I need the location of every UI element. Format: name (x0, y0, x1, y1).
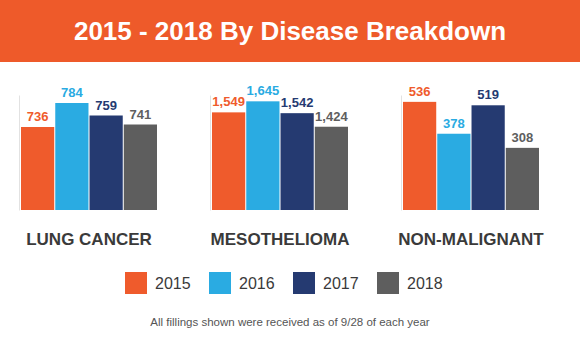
data-label: 1,549 (212, 94, 245, 109)
bar (315, 127, 348, 210)
data-label: 1,542 (281, 95, 314, 110)
chart-title: 2015 - 2018 By Disease Breakdown (74, 16, 506, 46)
data-label: 736 (27, 109, 49, 124)
bar (403, 102, 436, 210)
bar (246, 101, 279, 210)
bars (403, 102, 539, 210)
bar (281, 113, 314, 210)
legend-item: 2017 (293, 272, 359, 294)
data-label: 1,424 (315, 109, 348, 124)
legend-label: 2018 (407, 275, 443, 292)
legend-item: 2015 (125, 272, 191, 294)
bar (212, 112, 245, 210)
bars (21, 103, 157, 210)
y-axis (19, 96, 20, 211)
chart-svg: 2015 - 2018 By Disease Breakdown 736 784 75… (0, 0, 580, 350)
data-labels: 536 378 519 308 (409, 84, 533, 145)
legend-label: 2017 (323, 275, 359, 292)
data-labels: 736 784 759 741 (27, 85, 151, 124)
group-title: MESOTHELIOMA (211, 230, 350, 249)
data-label: 536 (409, 84, 431, 99)
y-axis-line (19, 96, 20, 211)
bar (21, 127, 54, 210)
bar (124, 125, 157, 211)
bar (506, 148, 539, 210)
bar (437, 134, 470, 210)
bars (212, 101, 348, 210)
legend-item: 2018 (377, 272, 443, 294)
data-labels: 1,5491,6451,5421,424 (212, 83, 348, 123)
legend-item: 2016 (209, 272, 275, 294)
chart-container: 2015 - 2018 By Disease Breakdown 736 784 75… (0, 0, 580, 350)
y-axis-line (401, 96, 402, 211)
data-label: 378 (443, 116, 465, 131)
bar (55, 103, 88, 210)
y-axis-line (210, 96, 211, 211)
legend-swatch (293, 272, 315, 294)
y-axis (401, 96, 402, 211)
legend-label: 2015 (155, 275, 191, 292)
title-banner (0, 0, 580, 62)
legend-label: 2016 (239, 275, 275, 292)
data-label: 741 (130, 107, 152, 122)
data-label: 519 (477, 87, 499, 102)
legend-swatch (209, 272, 231, 294)
group-title: LUNG CANCER (26, 230, 152, 249)
bar (472, 105, 505, 210)
footnote: All fillings shown were received as of 9… (150, 316, 430, 328)
y-axis (210, 96, 211, 211)
legend-swatch (377, 272, 399, 294)
group-title: NON-MALIGNANT (398, 230, 544, 249)
data-label: 308 (512, 130, 534, 145)
legend: 2015 2016 2017 2018 (125, 272, 443, 294)
data-label: 1,645 (247, 83, 280, 98)
data-label: 759 (95, 98, 117, 113)
bar (90, 116, 123, 211)
data-label: 784 (61, 85, 83, 100)
legend-swatch (125, 272, 147, 294)
